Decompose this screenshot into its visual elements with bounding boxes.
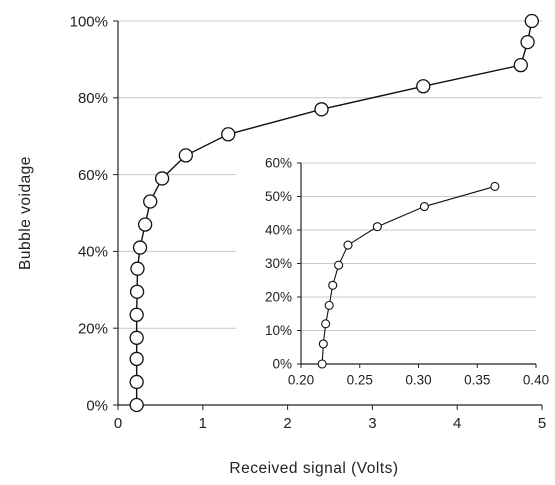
y-tick-label: 40% <box>265 223 292 238</box>
data-point <box>221 127 236 142</box>
data-point <box>178 148 193 163</box>
x-tick-label: 0.20 <box>288 373 314 388</box>
x-tick-label: 1 <box>199 415 207 432</box>
main-axes <box>113 20 543 410</box>
data-point <box>343 240 353 250</box>
x-tick-label: 0.35 <box>464 373 490 388</box>
x-tick-label: 4 <box>453 415 461 432</box>
data-point <box>129 330 144 345</box>
inset-background <box>236 150 554 398</box>
data-point <box>524 13 539 29</box>
data-point <box>129 307 144 322</box>
y-axis-title: Bubble voidage <box>17 156 34 270</box>
data-point <box>419 202 429 212</box>
data-point <box>129 374 144 390</box>
main-tick-labels: 0% 20% 40% 60% 80% 100% 0 1 2 3 4 5 <box>70 13 547 432</box>
y-tick-label: 60% <box>78 167 108 184</box>
data-point <box>154 171 170 186</box>
y-tick-label: 80% <box>78 90 108 107</box>
data-point <box>129 397 144 413</box>
data-point <box>129 351 144 367</box>
inset-gridlines <box>301 162 536 331</box>
data-point <box>324 300 334 310</box>
series-line <box>321 185 496 365</box>
data-point <box>129 284 145 299</box>
y-tick-label: 0% <box>86 397 108 414</box>
data-point <box>513 58 528 73</box>
inset-chart: 0% 10% 20% 30% 40% 50% 60% 0.20 0.25 0.30 0.35 0.40 <box>236 150 554 398</box>
data-point <box>132 240 148 255</box>
x-tick-label: 0 <box>114 415 122 432</box>
data-point <box>490 181 500 191</box>
y-tick-label: 60% <box>265 156 292 171</box>
data-point <box>334 260 344 270</box>
inset-tick-labels: 0% 10% 20% 30% 40% 50% 60% 0.20 0.25 0.30 0.35 0.40 <box>265 156 549 388</box>
x-tick-label: 0.25 <box>347 373 373 388</box>
x-tick-label: 3 <box>368 415 376 432</box>
y-tick-label: 20% <box>78 320 108 337</box>
data-point <box>416 79 431 94</box>
y-tick-label: 20% <box>265 290 292 305</box>
y-tick-label: 100% <box>70 13 108 30</box>
x-tick-label: 2 <box>283 415 291 432</box>
x-tick-label: 0.30 <box>405 373 431 388</box>
data-point <box>328 280 338 290</box>
data-point <box>143 194 158 209</box>
y-tick-label: 0% <box>272 357 292 372</box>
data-point <box>317 359 327 369</box>
data-point <box>137 217 153 232</box>
x-tick-label: 0.40 <box>523 373 549 388</box>
data-point <box>314 102 329 117</box>
x-tick-label: 5 <box>538 415 546 432</box>
inset-series <box>317 181 500 369</box>
data-point <box>372 222 382 232</box>
data-point <box>321 319 331 329</box>
main-series <box>129 13 539 413</box>
data-point <box>520 34 535 50</box>
y-tick-label: 10% <box>265 323 292 338</box>
inset-axes <box>297 162 537 368</box>
data-point <box>130 261 145 276</box>
data-point <box>318 339 328 349</box>
y-tick-label: 40% <box>78 244 108 261</box>
x-axis-title: Received signal (Volts) <box>229 460 398 477</box>
y-tick-label: 30% <box>265 256 292 271</box>
y-tick-label: 50% <box>265 189 292 204</box>
